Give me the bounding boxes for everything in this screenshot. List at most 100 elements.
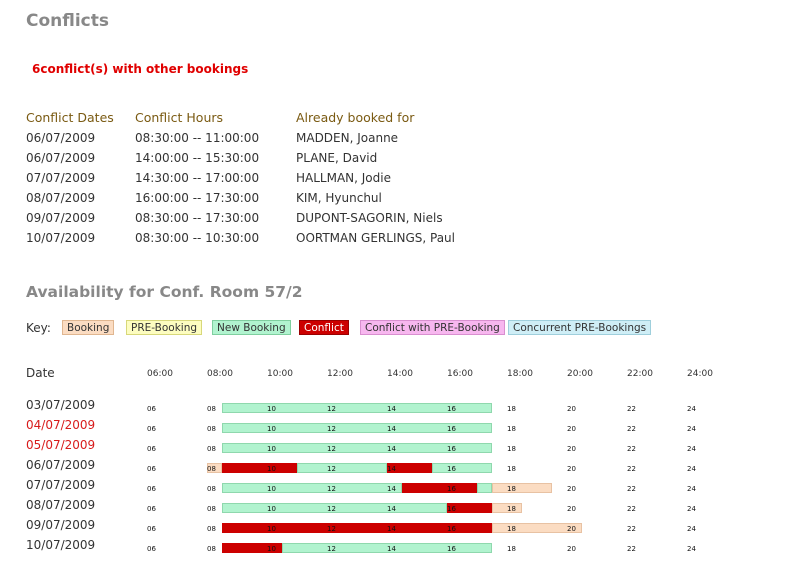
booked-for: PLANE, David — [296, 151, 378, 165]
hour-header: 24:00 — [687, 369, 713, 379]
row-date: 08/07/2009 — [26, 498, 96, 512]
conflict-hours: 08:30:00 -- 17:30:00 — [135, 211, 260, 225]
hour-tick: 18 — [507, 465, 516, 473]
hour-tick: 06 — [147, 465, 156, 473]
hour-tick: 22 — [627, 465, 636, 473]
hour-tick: 24 — [687, 465, 696, 473]
conflict-bar — [387, 463, 432, 473]
booking-bar — [492, 483, 552, 493]
conflict-hours: 16:00:00 -- 17:30:00 — [135, 191, 260, 205]
booked-for: MADDEN, Joanne — [296, 131, 399, 145]
new-bar — [222, 503, 447, 513]
hour-tick: 18 — [507, 445, 516, 453]
booked-for: DUPONT-SAGORIN, Niels — [296, 211, 443, 225]
conflict-bar — [447, 503, 492, 513]
hour-tick: 10 — [267, 445, 276, 453]
hour-tick: 12 — [327, 445, 336, 453]
hour-tick: 16 — [447, 525, 456, 533]
hour-header: 06:00 — [147, 369, 173, 379]
hour-header: 10:00 — [267, 369, 293, 379]
booked-for: OORTMAN GERLINGS, Paul — [296, 231, 455, 245]
hour-tick: 08 — [207, 525, 216, 533]
hour-tick: 14 — [387, 485, 396, 493]
header-conflict-dates: Conflict Dates — [26, 110, 114, 125]
hour-tick: 22 — [627, 405, 636, 413]
hour-tick: 08 — [207, 465, 216, 473]
hour-tick: 12 — [327, 485, 336, 493]
hour-tick: 16 — [447, 465, 456, 473]
hour-tick: 18 — [507, 525, 516, 533]
hour-tick: 24 — [687, 485, 696, 493]
hour-tick: 18 — [507, 405, 516, 413]
conflict-hours: 14:30:00 -- 17:00:00 — [135, 171, 260, 185]
conflict-count-message: 6conflict(s) with other bookings — [32, 62, 249, 76]
hour-tick: 18 — [507, 545, 516, 553]
hour-tick: 12 — [327, 425, 336, 433]
hour-tick: 08 — [207, 445, 216, 453]
conflict-bar — [222, 463, 297, 473]
booking-bar — [492, 523, 582, 533]
hour-tick: 16 — [447, 425, 456, 433]
hour-tick: 10 — [267, 505, 276, 513]
hour-tick: 16 — [447, 405, 456, 413]
conflict-date: 06/07/2009 — [26, 151, 96, 165]
hour-tick: 20 — [567, 405, 576, 413]
booking-bar — [492, 503, 522, 513]
new-bar — [297, 463, 387, 473]
hour-tick: 08 — [207, 545, 216, 553]
date-column-header: Date — [26, 366, 55, 380]
availability-title: Availability for Conf. Room 57/2 — [26, 283, 303, 301]
hour-tick: 20 — [567, 545, 576, 553]
hour-tick: 22 — [627, 425, 636, 433]
hour-tick: 14 — [387, 465, 396, 473]
hour-tick: 20 — [567, 425, 576, 433]
new-bar — [222, 423, 492, 433]
conflict-date: 09/07/2009 — [26, 211, 96, 225]
hour-tick: 08 — [207, 505, 216, 513]
new-bar — [282, 543, 492, 553]
hour-tick: 22 — [627, 505, 636, 513]
hour-tick: 10 — [267, 485, 276, 493]
hour-tick: 06 — [147, 425, 156, 433]
conflict-bar — [402, 483, 477, 493]
hour-tick: 14 — [387, 425, 396, 433]
key-conflict-with-pre-booking: Conflict with PRE-Booking — [360, 320, 505, 335]
booking-bar — [207, 463, 222, 473]
hour-tick: 22 — [627, 485, 636, 493]
hour-header: 08:00 — [207, 369, 233, 379]
hour-tick: 16 — [447, 485, 456, 493]
hour-tick: 16 — [447, 505, 456, 513]
new-bar — [222, 443, 492, 453]
hour-tick: 20 — [567, 465, 576, 473]
hour-tick: 10 — [267, 545, 276, 553]
hour-tick: 10 — [267, 425, 276, 433]
hour-tick: 18 — [507, 485, 516, 493]
conflict-date: 08/07/2009 — [26, 191, 96, 205]
hour-tick: 12 — [327, 505, 336, 513]
conflict-hours: 14:00:00 -- 15:30:00 — [135, 151, 260, 165]
row-date: 04/07/2009 — [26, 418, 96, 432]
hour-tick: 24 — [687, 445, 696, 453]
hour-tick: 22 — [627, 525, 636, 533]
hour-tick: 20 — [567, 505, 576, 513]
hour-tick: 24 — [687, 425, 696, 433]
hour-tick: 12 — [327, 525, 336, 533]
key-pre-booking: PRE-Booking — [126, 320, 203, 335]
hour-tick: 12 — [327, 545, 336, 553]
hour-tick: 22 — [627, 445, 636, 453]
booked-for: HALLMAN, Jodie — [296, 171, 391, 185]
key-booking: Booking — [62, 320, 115, 335]
hour-tick: 24 — [687, 545, 696, 553]
hour-tick: 20 — [567, 445, 576, 453]
hour-tick: 14 — [387, 525, 396, 533]
hour-tick: 08 — [207, 405, 216, 413]
conflict-date: 06/07/2009 — [26, 131, 96, 145]
header-conflict-hours: Conflict Hours — [135, 110, 224, 125]
hour-header: 20:00 — [567, 369, 593, 379]
hour-tick: 10 — [267, 405, 276, 413]
new-bar — [432, 463, 492, 473]
hour-tick: 20 — [567, 525, 576, 533]
row-date: 09/07/2009 — [26, 518, 96, 532]
conflict-hours: 08:30:00 -- 11:00:00 — [135, 131, 260, 145]
hour-tick: 06 — [147, 485, 156, 493]
